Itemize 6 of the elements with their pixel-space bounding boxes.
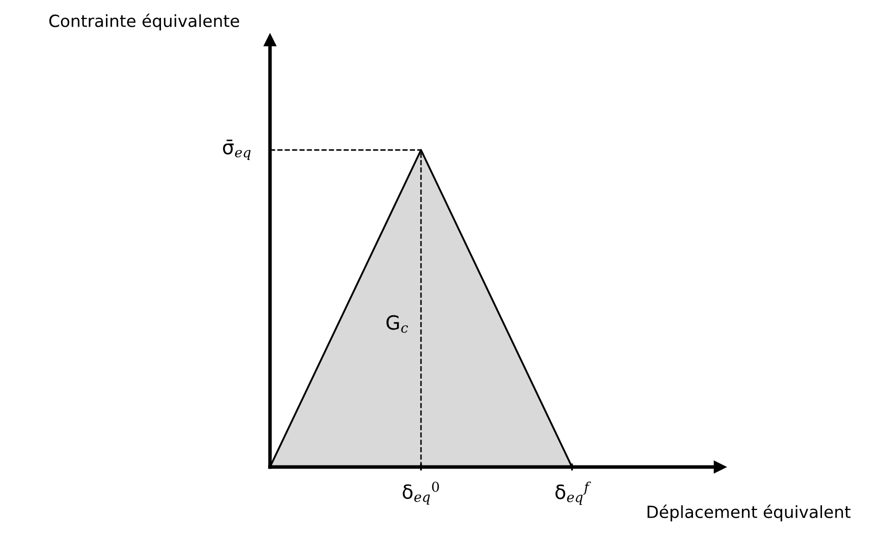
x-axis-title: Déplacement équivalent — [648, 504, 850, 522]
ref-line-label: σ̄$_{eq}$ — [223, 140, 251, 160]
text: Contrainte équivalente — [49, 14, 240, 30]
annotation: G$_{c}$ — [386, 315, 408, 333]
x-tick-label: δ$_{eq}$$^{f}$ — [555, 482, 591, 505]
x-tick-label: δ$_{eq}$$^{0}$ — [402, 482, 439, 505]
